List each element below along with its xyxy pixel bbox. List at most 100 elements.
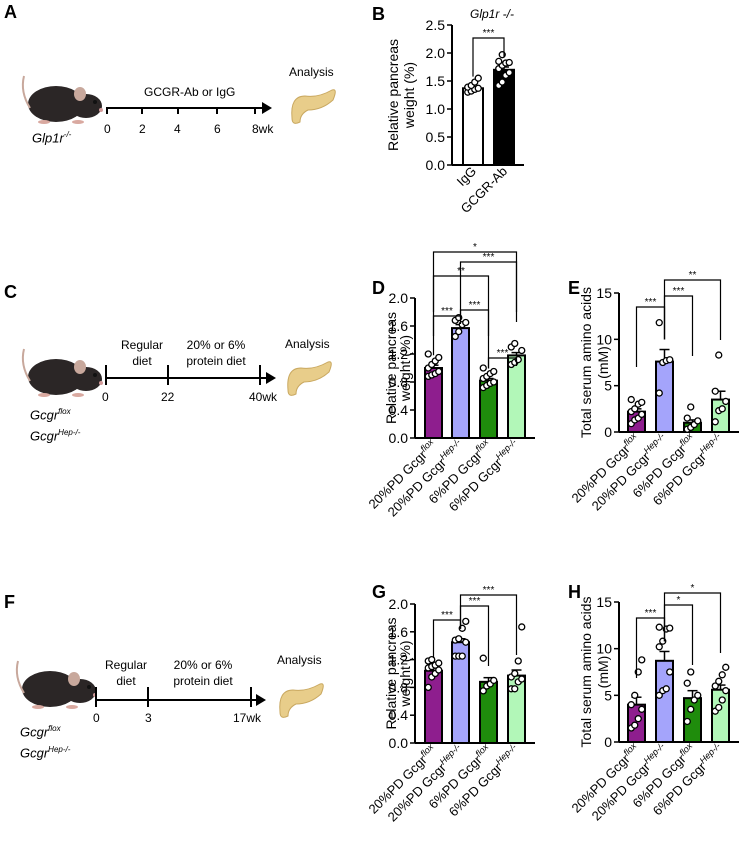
y-tick-label: 1.2 [389, 652, 409, 668]
data-point [683, 679, 691, 687]
significance-label: *** [645, 608, 657, 619]
significance-label: * [691, 583, 695, 594]
data-point [462, 318, 470, 327]
data-point [722, 397, 730, 406]
data-point [518, 346, 526, 355]
mouse-icon [16, 345, 103, 399]
phase2-line: 20% or 6% [186, 338, 246, 352]
y-tick-label: 0.8 [389, 679, 409, 695]
significance-bracket [472, 37, 505, 77]
y-axis-label: Relative pancreas [383, 617, 399, 729]
analysis-label: Analysis [277, 653, 322, 667]
y-axis-label: Relative pancreas [385, 39, 401, 151]
y-tick-label: 1.5 [426, 73, 446, 89]
significance-label: ** [689, 270, 697, 281]
significance-label: * [677, 595, 681, 606]
treatment-label: GCGR-Ab or IgG [144, 85, 236, 99]
significance-bracket [663, 604, 694, 665]
data-point [490, 378, 498, 386]
data-point [655, 623, 663, 631]
significance-bracket [432, 251, 518, 312]
significance-label: *** [645, 297, 657, 308]
data-point [474, 74, 482, 82]
data-point [715, 351, 723, 359]
phase1-line: diet [132, 354, 152, 368]
mouse-icon [16, 72, 103, 126]
data-point [435, 353, 443, 362]
y-tick-label: 0.8 [389, 374, 409, 390]
y-tick-label: 2.0 [389, 596, 409, 612]
data-point [455, 635, 463, 643]
y-axis-label: Relative pancreas [383, 312, 399, 424]
y-axis-label: (mM) [595, 656, 611, 689]
y-tick-label: 10 [596, 331, 612, 347]
y-tick-label: 1.6 [389, 624, 409, 640]
genotype-base: Gcgr [20, 745, 49, 761]
category-sup: Hep-/- [642, 431, 667, 456]
data-point [435, 659, 443, 667]
x-category-label: IgG [454, 164, 479, 189]
phase1-line: Regular [104, 658, 148, 672]
timeline-f [95, 687, 266, 707]
data-point [694, 691, 702, 699]
data-point [424, 350, 432, 358]
timeline-tick-label: 22 [161, 390, 175, 404]
y-tick-label: 0.0 [389, 430, 409, 446]
genotype-sup: flox [58, 407, 71, 416]
significance-bracket [459, 594, 518, 655]
mouse-drawing [15, 660, 97, 709]
data-point [511, 339, 519, 348]
data-point [722, 663, 730, 671]
panel-a-schematic: Glp1r-/- GCGR-Ab or IgG 0 2 4 6 8wk Anal… [0, 60, 360, 160]
data-point [655, 691, 663, 699]
significance-bracket [663, 592, 722, 653]
data-point [498, 78, 506, 86]
data-point [479, 687, 487, 695]
y-tick-label: 0 [604, 424, 612, 440]
phase1-line: Regular [120, 338, 164, 352]
timeline-tick-label: 4 [174, 122, 181, 136]
category-sup: Hep-/- [698, 741, 723, 766]
genotype-line: Gcgrflox [20, 720, 70, 741]
genotype-sup: -/- [63, 130, 72, 139]
category-sup: Hep-/- [698, 431, 723, 456]
data-point [627, 701, 635, 709]
y-tick-label: 15 [596, 594, 612, 610]
data-point [662, 685, 670, 693]
category-sup: Hep-/- [438, 437, 463, 462]
y-tick-label: 5 [604, 378, 612, 394]
y-axis-label: weight (%) [397, 640, 413, 707]
phase2-label: 20% or 6% protein diet [167, 657, 239, 689]
timeline-a [106, 102, 272, 114]
data-point [722, 687, 730, 695]
mouse-drawing [21, 75, 103, 124]
data-point [518, 623, 526, 631]
significance-label: *** [483, 28, 495, 39]
data-point [435, 367, 443, 376]
data-point [462, 617, 470, 626]
timeline-c [105, 365, 276, 385]
genotype-base: Glp1r [32, 130, 64, 146]
analysis-label: Analysis [285, 337, 330, 351]
y-tick-label: 2.5 [426, 17, 446, 33]
panel-letter-a: A [4, 2, 17, 22]
mouse-genotype-label: Gcgrflox GcgrHep-/- [20, 720, 70, 763]
phase2-line: protein diet [173, 674, 233, 688]
category-sup: Hep-/- [494, 742, 519, 767]
genotype-sup: flox [48, 724, 61, 733]
mouse-drawing [21, 348, 103, 397]
y-tick-label: 1.2 [389, 346, 409, 362]
y-axis-label: Total serum amino acids [578, 287, 594, 438]
significance-bracket [487, 357, 518, 369]
data-point [511, 685, 519, 693]
timeline-tick-label: 17wk [233, 711, 262, 725]
y-tick-label: 2.0 [426, 45, 446, 61]
panel-letter-b: B [372, 4, 385, 24]
panel-letter-f: F [4, 592, 15, 612]
phase1-label: Regular diet [116, 337, 168, 369]
bar [655, 360, 674, 433]
data-point [631, 405, 639, 413]
